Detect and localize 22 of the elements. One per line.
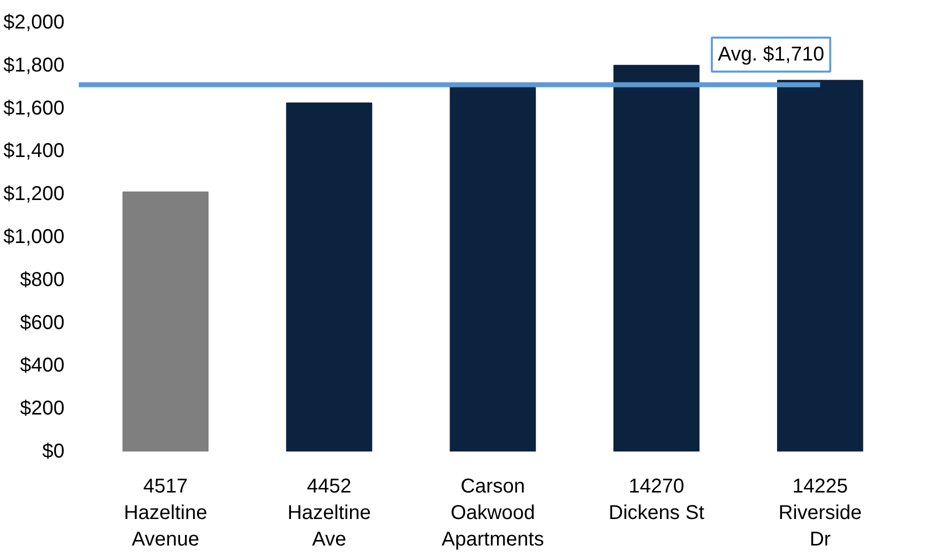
y-tick-label: $0: [42, 440, 65, 462]
y-tick-label: $800: [20, 268, 65, 291]
y-tick-label: $1,200: [3, 183, 64, 206]
bar: [122, 191, 209, 452]
x-tick-label: 4517 Hazeltine Avenue: [124, 476, 208, 550]
y-tick-label: $2,000: [3, 12, 64, 34]
y-tick-label: $1,000: [3, 226, 64, 248]
bar: [286, 102, 372, 452]
x-tick-label: 14270 Dickens St: [608, 476, 705, 524]
y-tick-label: $1,600: [3, 97, 64, 120]
ref-line-label: Avg. $1,710: [718, 44, 824, 66]
y-tick-label: $200: [20, 398, 65, 420]
y-tick-label: $400: [20, 354, 65, 377]
bar: [450, 86, 536, 452]
x-tick-label: 14225 Riverside Dr: [778, 476, 862, 550]
x-tick-label: 4452 Hazeltine Ave: [287, 476, 371, 550]
bar: [777, 80, 864, 452]
bar: [613, 64, 700, 452]
y-tick-label: $1,400: [3, 140, 64, 162]
x-tick-label: Carson Oakwood Apartments: [442, 476, 544, 550]
y-tick-label: $1,800: [3, 54, 64, 76]
y-tick-label: $600: [20, 312, 65, 334]
